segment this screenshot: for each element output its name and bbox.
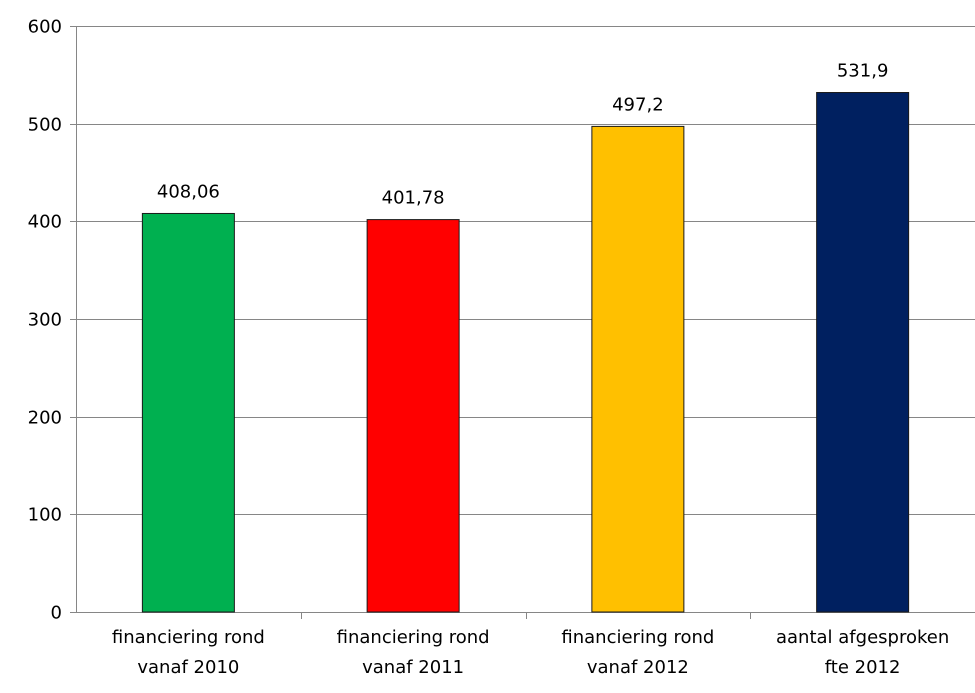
x-tick-label: financiering rond: [337, 627, 490, 648]
y-tick-label: 200: [28, 408, 62, 429]
y-tick-label: 0: [51, 603, 62, 624]
y-tick-label: 600: [28, 17, 62, 38]
data-label: 408,06: [157, 181, 220, 202]
bar: [366, 219, 460, 613]
bar: [591, 125, 685, 613]
x-tick-label: fte 2012: [825, 657, 901, 678]
data-label: 401,78: [382, 188, 445, 209]
data-label: 497,2: [612, 94, 664, 115]
y-tick-label: 400: [28, 212, 62, 233]
x-tick-label: aantal afgesproken: [776, 627, 949, 648]
bars: [141, 92, 910, 613]
y-tick-label: 300: [28, 310, 62, 331]
y-tick-label: 100: [28, 505, 62, 526]
labels: 0 100 200 300 400 500 600 408,06 financiering ro…: [28, 17, 950, 679]
bar: [816, 92, 910, 613]
y-tick-label: 500: [28, 115, 62, 136]
data-label: 531,9: [837, 61, 889, 82]
x-tick-label: financiering rond: [112, 627, 265, 648]
bar: [141, 212, 235, 613]
x-tick-label: financiering rond: [561, 627, 714, 648]
x-tick-label: vanaf 2012: [587, 657, 689, 678]
x-tick-label: vanaf 2011: [362, 657, 464, 678]
x-tick-label: vanaf 2010: [137, 657, 239, 678]
